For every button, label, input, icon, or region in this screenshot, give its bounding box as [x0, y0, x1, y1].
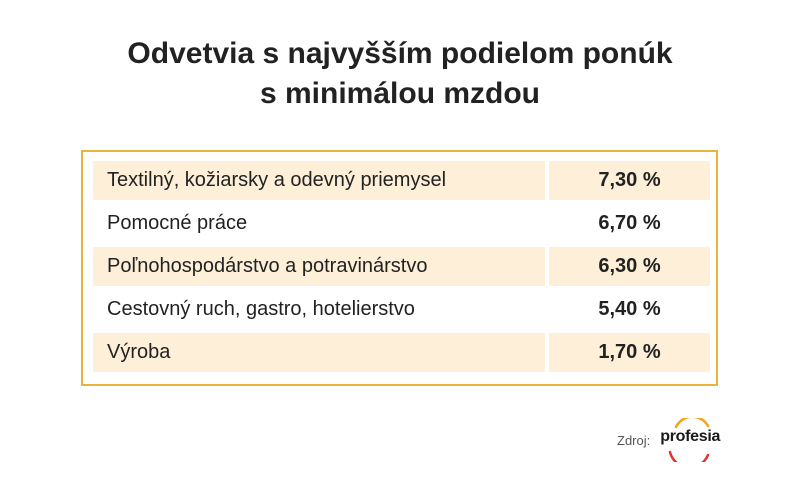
row-category: Cestovný ruch, gastro, hotelierstvo	[107, 298, 415, 320]
title-line-2: s minimálou mzdou	[259, 77, 541, 110]
row-category: Poľnohospodárstvo a potravinárstvo	[93, 247, 545, 286]
row-category: Výroba	[93, 333, 545, 372]
row-category: Textilný, kožiarsky a odevný priemysel	[93, 161, 545, 200]
source-label: Zdroj:	[617, 432, 651, 448]
row-value: 5,40 %	[598, 298, 661, 320]
table-row: Výroba 1,70 %	[93, 333, 710, 372]
table-row: Poľnohospodárstvo a potravinárstvo 6,30 …	[93, 247, 710, 286]
row-value: 6,70 %	[598, 212, 661, 234]
row-value: 1,70 %	[549, 333, 710, 372]
title-line-1: Odvetvia s najvyšším podielom ponúk	[127, 37, 673, 70]
table-row: Pomocné práce 6,70 %	[93, 204, 710, 243]
row-value: 7,30 %	[549, 161, 710, 200]
logo-text: profesia	[660, 428, 721, 445]
table-row: Cestovný ruch, gastro, hotelierstvo 5,40…	[93, 290, 710, 329]
logo-swoosh-icon	[668, 418, 710, 462]
source-credit: Zdroj: profesia	[617, 418, 726, 462]
data-table: Textilný, kožiarsky a odevný priemysel 7…	[81, 150, 718, 386]
chart-title: Odvetvia s najvyšším podielom ponúk s mi…	[0, 34, 800, 114]
profesia-logo: profesia	[656, 418, 726, 462]
row-category: Pomocné práce	[107, 212, 248, 234]
table-row: Textilný, kožiarsky a odevný priemysel 7…	[93, 161, 710, 200]
row-value: 6,30 %	[549, 247, 710, 286]
